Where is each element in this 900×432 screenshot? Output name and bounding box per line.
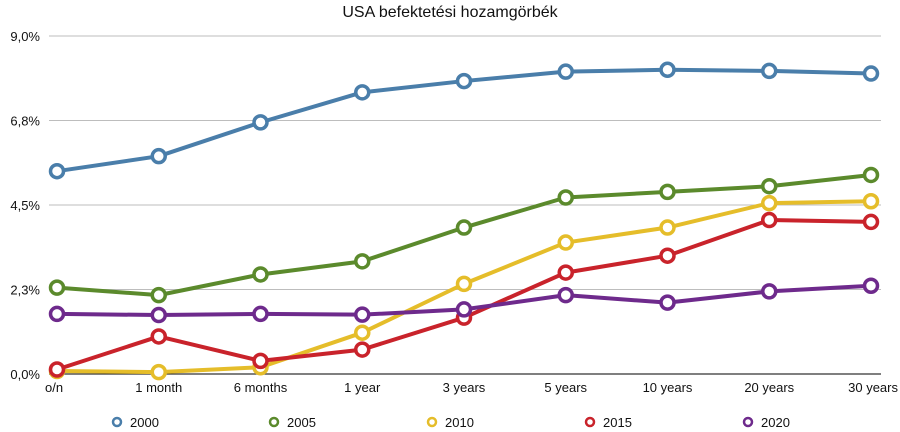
x-axis-ticks: o/n 1 month 6 months 1 year 3 years 5 years 10… xyxy=(45,380,898,395)
data-point xyxy=(48,279,66,296)
x-tick-label: o/n xyxy=(45,380,63,395)
data-point xyxy=(761,177,778,195)
data-point xyxy=(252,114,269,131)
data-point xyxy=(761,194,778,212)
legend-item: 2010 xyxy=(426,415,474,430)
y-tick-label: 0,0% xyxy=(10,367,40,382)
data-point xyxy=(659,183,676,201)
data-point xyxy=(150,286,167,304)
chart-title: USA befektetési hozamgörbék xyxy=(342,4,558,21)
series-2010 xyxy=(48,192,880,381)
y-axis-ticks: 0,0% 2,3% 4,5% 6,8% 9,0% xyxy=(10,29,40,382)
data-point xyxy=(659,61,676,79)
legend-marker xyxy=(268,416,280,428)
legend-item: 2005 xyxy=(268,415,316,430)
legend-item: 2020 xyxy=(742,415,790,430)
x-tick-label: 30 years xyxy=(848,380,898,395)
x-tick-label: 1 year xyxy=(344,380,381,395)
legend-marker xyxy=(742,416,754,428)
legend-item: 2000 xyxy=(111,415,159,430)
legend-item: 2015 xyxy=(584,415,632,430)
series-layer xyxy=(48,61,880,381)
data-point xyxy=(659,219,676,236)
x-tick-label: 3 years xyxy=(443,380,486,395)
data-point xyxy=(354,306,371,323)
data-point xyxy=(354,253,371,270)
x-tick-label: 5 years xyxy=(544,380,587,395)
data-point xyxy=(862,192,880,210)
data-point xyxy=(150,363,167,381)
legend-label: 2000 xyxy=(130,415,159,430)
data-point xyxy=(557,189,574,206)
data-point xyxy=(150,306,167,324)
y-tick-label: 4,5% xyxy=(10,198,40,213)
series-2000 xyxy=(48,61,880,180)
data-point xyxy=(354,324,371,341)
legend-marker xyxy=(111,416,123,428)
series-2005 xyxy=(48,166,880,304)
data-point xyxy=(557,264,574,281)
data-point xyxy=(455,275,473,293)
x-tick-label: 1 month xyxy=(135,380,182,395)
data-point xyxy=(862,213,880,231)
data-point xyxy=(862,277,880,294)
y-tick-label: 2,3% xyxy=(10,283,40,298)
legend-label: 2015 xyxy=(603,415,632,430)
y-tick-label: 6,8% xyxy=(10,114,40,129)
legend: 2000 2005 2010 2015 2020 xyxy=(111,415,790,430)
legend-label: 2020 xyxy=(761,415,790,430)
data-point xyxy=(354,84,371,101)
data-point xyxy=(862,166,880,184)
x-tick-label: 6 months xyxy=(234,380,288,395)
data-point xyxy=(455,219,473,236)
y-tick-label: 9,0% xyxy=(10,29,40,44)
data-point xyxy=(354,341,371,358)
data-point xyxy=(252,305,269,323)
data-point xyxy=(48,162,66,180)
data-point xyxy=(862,65,880,82)
data-point xyxy=(761,62,778,80)
x-tick-label: 10 years xyxy=(643,380,693,395)
data-point xyxy=(48,361,66,378)
data-point xyxy=(150,328,167,345)
data-point xyxy=(455,301,473,318)
data-point xyxy=(455,72,473,90)
data-point xyxy=(659,294,676,311)
legend-marker xyxy=(584,416,596,428)
data-point xyxy=(557,63,574,80)
data-point xyxy=(659,247,676,264)
data-point xyxy=(761,283,778,300)
data-point xyxy=(557,286,574,304)
legend-label: 2005 xyxy=(287,415,316,430)
data-point xyxy=(252,266,269,283)
data-point xyxy=(150,147,167,165)
x-tick-label: 20 years xyxy=(744,380,794,395)
series-2020 xyxy=(48,277,880,324)
legend-marker xyxy=(426,416,438,428)
data-point xyxy=(761,211,778,229)
data-point xyxy=(48,305,66,323)
data-point xyxy=(252,352,269,370)
legend-label: 2010 xyxy=(445,415,474,430)
data-point xyxy=(557,234,574,251)
